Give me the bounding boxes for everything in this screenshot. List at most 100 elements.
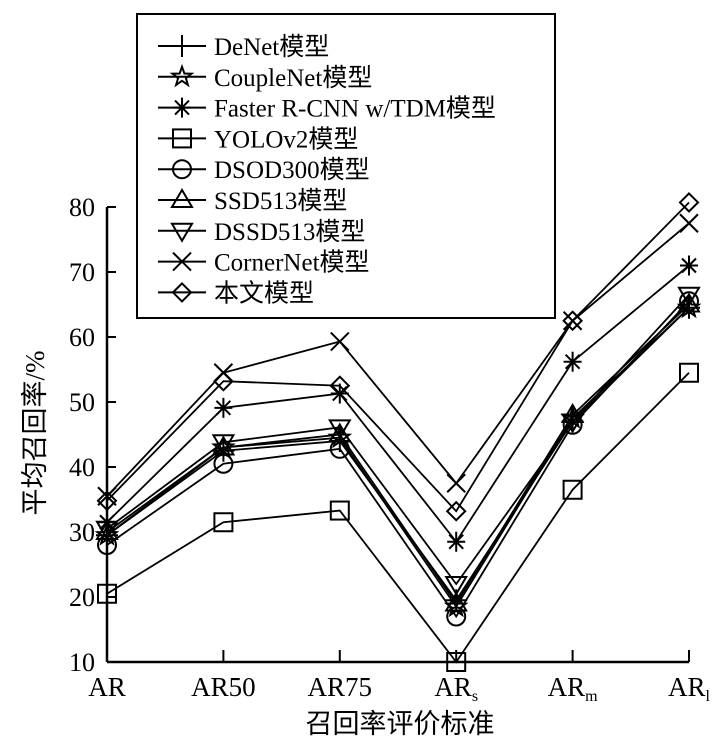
series-line <box>106 294 690 586</box>
diamond-marker <box>329 375 351 397</box>
circle-marker <box>679 291 699 312</box>
legend-item: YOLOv2模型 <box>158 125 358 153</box>
asterisk-marker <box>680 255 698 276</box>
circle-marker <box>446 606 467 627</box>
x-marker <box>97 486 117 506</box>
x-tick-label: AR <box>88 672 126 702</box>
x-tick-label-main: AR <box>668 672 706 702</box>
x-tick-label-sub: m <box>585 688 598 705</box>
square-marker <box>172 128 192 149</box>
triangle-up-marker <box>170 188 194 208</box>
square-marker <box>562 479 583 500</box>
diamond-marker <box>445 500 467 522</box>
series-line <box>106 300 690 619</box>
series-line <box>106 303 690 606</box>
series-lines <box>94 192 702 672</box>
asterisk-marker <box>214 397 233 418</box>
x-tick-label: ARl <box>668 672 711 705</box>
square-marker <box>679 362 699 383</box>
series-line <box>106 264 690 544</box>
triangle-up-marker <box>677 292 701 313</box>
series-square <box>97 362 699 672</box>
square-marker <box>329 500 350 521</box>
diamond-marker <box>562 310 584 332</box>
diamond-marker <box>212 370 234 392</box>
legend-label: SSD513模型 <box>214 187 347 215</box>
plus-marker <box>171 35 193 57</box>
y-tick-label: 70 <box>69 258 95 287</box>
x-tick-label-sub: l <box>706 688 711 705</box>
series-diamond <box>96 192 700 522</box>
square-marker <box>213 512 234 533</box>
y-tick-label: 20 <box>69 583 95 612</box>
y-axis-label: 平均召回率/% <box>20 351 50 516</box>
legend-label: DSOD300模型 <box>214 156 370 184</box>
legend-label: Faster R-CNN w/TDM模型 <box>214 95 496 123</box>
series-line <box>106 307 690 609</box>
series-line <box>106 372 690 664</box>
circle-marker <box>172 159 192 180</box>
x-axis-label: 召回率评价标准 <box>306 709 495 739</box>
triangle-up-marker <box>444 591 468 612</box>
x-tick-label-sub: s <box>472 688 478 705</box>
y-tick-label: 30 <box>69 518 95 547</box>
y-tick-label: 10 <box>69 648 95 677</box>
x-tick-label: AR75 <box>308 672 373 702</box>
series-line <box>106 307 690 602</box>
asterisk-marker <box>563 351 582 372</box>
x-tick-label-main: AR <box>548 672 586 702</box>
legend-item: DSOD300模型 <box>158 156 370 184</box>
x-marker <box>446 473 466 493</box>
legend-box <box>136 13 556 319</box>
series-line <box>106 222 690 497</box>
x-tick-label-main: AR75 <box>308 672 373 702</box>
y-tick-label: 50 <box>69 388 95 417</box>
x-marker <box>330 331 350 352</box>
triangle-down-marker <box>211 434 236 455</box>
x-tick-label-main: AR50 <box>191 672 256 702</box>
triangle-down-marker <box>328 419 352 440</box>
asterisk-marker <box>173 97 191 118</box>
series-triangle-down <box>95 286 701 596</box>
triangle-down-marker <box>95 520 119 541</box>
x-tick-label: ARs <box>434 672 478 705</box>
diamond-marker <box>171 281 193 303</box>
legend-item: DSSD513模型 <box>158 218 365 246</box>
series-star <box>94 294 702 618</box>
diamond-marker <box>678 192 700 213</box>
legend-item: SSD513模型 <box>158 187 347 215</box>
x-marker <box>172 251 192 272</box>
y-tick-label: 80 <box>69 193 95 222</box>
x-tick-label: ARm <box>548 672 599 705</box>
square-marker <box>97 583 117 604</box>
legend-item: DeNet模型 <box>158 33 329 61</box>
legend-item: CoupleNet模型 <box>158 64 372 92</box>
triangle-down-marker <box>560 413 585 434</box>
legend-label: CornerNet模型 <box>214 249 370 277</box>
x-tick-label-main: AR <box>434 672 472 702</box>
legend-item: 本文模型 <box>158 279 314 307</box>
legend-label: CoupleNet模型 <box>214 64 372 92</box>
legend-item: Faster R-CNN w/TDM模型 <box>158 95 496 123</box>
y-tick-label: 40 <box>69 453 95 482</box>
legend-label: 本文模型 <box>214 279 314 307</box>
x-marker <box>679 213 699 233</box>
series-line <box>106 201 690 513</box>
legend-label: DSSD513模型 <box>214 218 365 246</box>
triangle-down-marker <box>170 222 194 243</box>
legend-label: YOLOv2模型 <box>214 125 358 153</box>
series-circle <box>97 291 699 627</box>
triangle-down-marker <box>444 576 468 596</box>
legend-label: DeNet模型 <box>214 33 329 61</box>
x-tick-label-main: AR <box>88 672 126 702</box>
asterisk-marker <box>447 531 466 552</box>
circle-marker <box>97 535 117 555</box>
legend: DeNet模型 CoupleNet模型 Faster R-CNN w/TDM模型YO… <box>136 13 556 319</box>
triangle-down-marker <box>677 286 701 307</box>
star-marker <box>169 63 195 88</box>
square-marker <box>446 652 467 672</box>
diamond-marker <box>96 490 118 512</box>
x-tick-label: AR50 <box>191 672 256 702</box>
